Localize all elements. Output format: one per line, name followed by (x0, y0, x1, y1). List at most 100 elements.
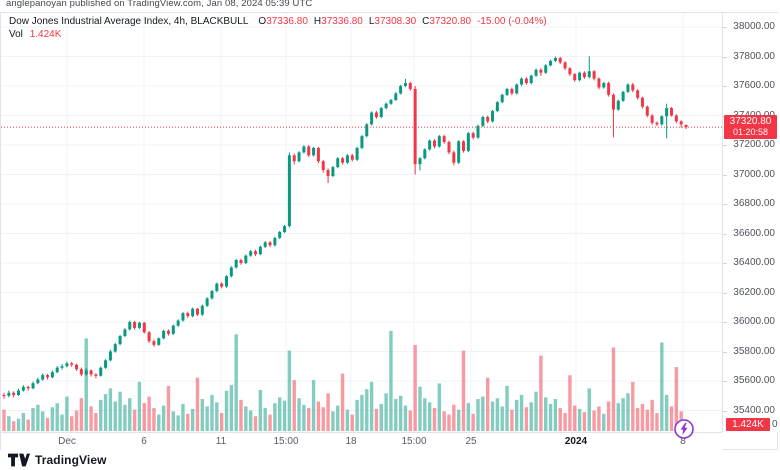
candle[interactable] (186, 311, 190, 318)
candle[interactable] (650, 114, 654, 125)
candle[interactable] (524, 77, 528, 85)
candle[interactable] (79, 367, 83, 377)
candle[interactable] (495, 101, 499, 113)
candle[interactable] (108, 349, 112, 362)
candle[interactable] (94, 373, 98, 379)
candle[interactable] (452, 150, 456, 166)
candle[interactable] (394, 92, 398, 102)
candle[interactable] (379, 106, 383, 119)
candle[interactable] (442, 134, 446, 144)
candle[interactable] (645, 105, 649, 118)
candle[interactable] (224, 275, 228, 288)
candle[interactable] (471, 131, 475, 140)
candle[interactable] (283, 224, 287, 234)
time-axis[interactable]: Dec 6 11 15:00 18 15:00 25 2024 8 (1, 432, 722, 451)
candle[interactable] (234, 258, 238, 269)
candle[interactable] (665, 103, 669, 139)
candle[interactable] (17, 388, 21, 397)
candle[interactable] (200, 304, 204, 316)
candle[interactable] (631, 83, 635, 93)
candle[interactable] (297, 151, 301, 163)
candle[interactable] (254, 249, 258, 256)
candle[interactable] (592, 70, 596, 81)
candle[interactable] (195, 307, 199, 317)
candle[interactable] (147, 331, 151, 343)
candle[interactable] (316, 147, 320, 163)
candle[interactable] (457, 140, 461, 164)
candle[interactable] (268, 240, 272, 248)
candle[interactable] (355, 146, 359, 161)
candle[interactable] (307, 145, 311, 158)
candle[interactable] (520, 77, 524, 86)
candle[interactable] (345, 154, 349, 164)
candlestick-plot[interactable] (1, 13, 722, 432)
symbol-title[interactable]: Dow Jones Industrial Average Index, 4h, … (9, 16, 249, 27)
time-axis-label[interactable]: 15:00 (401, 436, 427, 447)
candle[interactable] (210, 289, 214, 300)
candle[interactable] (370, 111, 374, 126)
candle[interactable] (573, 73, 577, 82)
candle[interactable] (41, 373, 45, 381)
candle[interactable] (215, 282, 219, 293)
candle[interactable] (640, 96, 644, 109)
candle[interactable] (558, 56, 562, 65)
time-axis-label[interactable]: 11 (215, 436, 227, 447)
candle[interactable] (326, 168, 330, 184)
candle[interactable] (118, 334, 122, 346)
time-axis-label[interactable]: 15:00 (273, 436, 299, 447)
candle[interactable] (31, 381, 35, 390)
candle[interactable] (491, 109, 495, 123)
candle[interactable] (60, 364, 64, 370)
candle[interactable] (432, 139, 436, 149)
candle[interactable] (602, 81, 606, 89)
legend[interactable]: Dow Jones Industrial Average Index, 4h, … (9, 15, 547, 41)
candle[interactable] (278, 230, 282, 240)
candle[interactable] (302, 145, 306, 154)
candle[interactable] (7, 390, 11, 398)
candle[interactable] (568, 67, 572, 76)
candle[interactable] (46, 373, 50, 380)
candle[interactable] (408, 81, 412, 91)
candle[interactable] (476, 124, 480, 139)
candle[interactable] (152, 339, 156, 347)
candle[interactable] (113, 342, 117, 353)
candle[interactable] (669, 106, 673, 117)
time-axis-label[interactable]: 6 (141, 436, 147, 447)
candle[interactable] (544, 64, 548, 74)
candle[interactable] (26, 385, 30, 391)
candle[interactable] (75, 363, 79, 371)
candle[interactable] (89, 369, 93, 377)
candle[interactable] (176, 319, 180, 327)
candle[interactable] (191, 307, 195, 318)
candle[interactable] (582, 71, 586, 79)
candle[interactable] (128, 320, 132, 331)
time-axis-label[interactable]: Dec (58, 436, 76, 447)
candle[interactable] (171, 324, 175, 335)
candle[interactable] (365, 123, 369, 138)
candle[interactable] (616, 99, 620, 111)
candle[interactable] (263, 241, 267, 248)
candle[interactable] (84, 368, 88, 376)
candle[interactable] (428, 139, 432, 151)
candle[interactable] (674, 114, 678, 124)
candle[interactable] (413, 86, 417, 175)
candle[interactable] (229, 266, 233, 278)
volume-label[interactable]: Vol (9, 29, 23, 40)
candle[interactable] (249, 250, 253, 257)
candle[interactable] (321, 160, 325, 173)
candle[interactable] (481, 115, 485, 128)
candle[interactable] (389, 98, 393, 105)
candle[interactable] (350, 153, 354, 162)
time-axis-label[interactable]: 2024 (564, 436, 588, 447)
candle[interactable] (137, 321, 141, 330)
candle[interactable] (587, 56, 591, 79)
candle[interactable] (142, 322, 146, 334)
candle[interactable] (36, 377, 40, 385)
candle[interactable] (12, 391, 16, 398)
candle[interactable] (220, 282, 224, 289)
candle[interactable] (123, 328, 127, 338)
candle[interactable] (529, 74, 533, 85)
candle[interactable] (403, 78, 407, 88)
candle[interactable] (679, 120, 683, 128)
candle[interactable] (486, 115, 490, 124)
